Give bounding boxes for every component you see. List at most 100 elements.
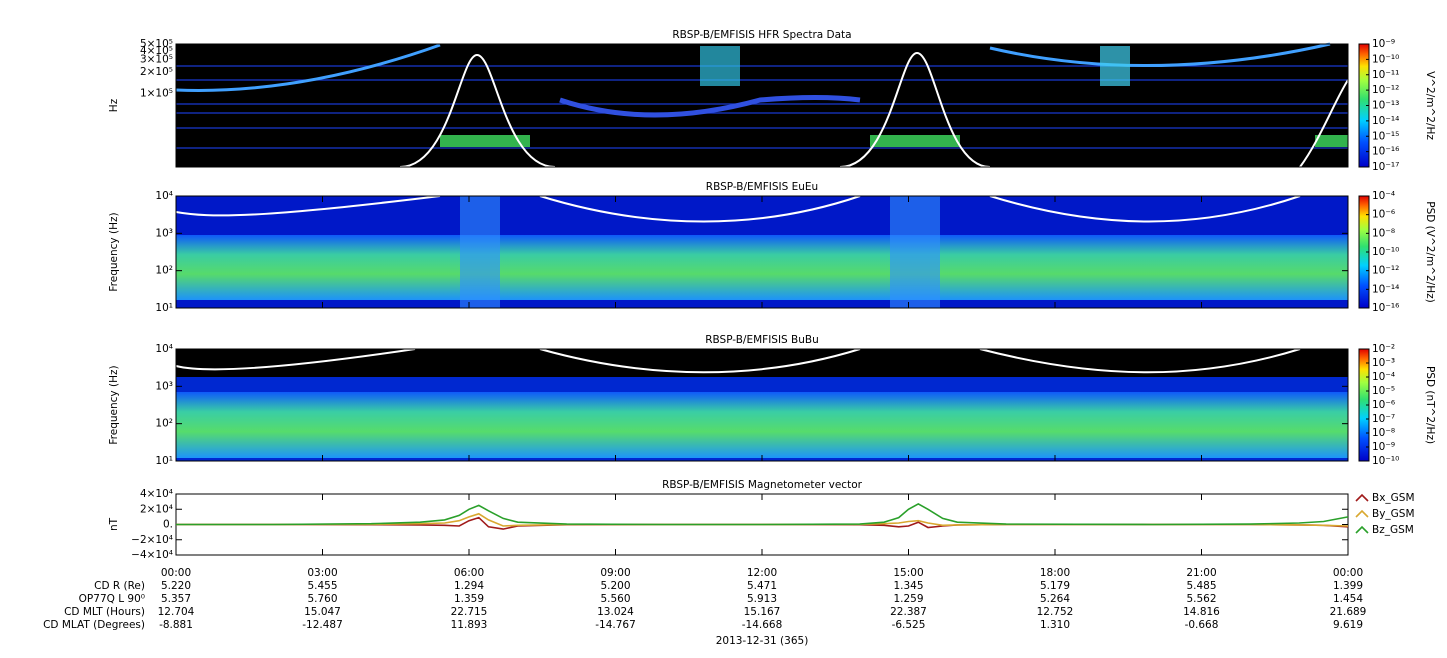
ephemeris-value: 1.345	[893, 580, 923, 592]
y-tick-label: 2×10⁴	[140, 503, 173, 515]
ephemeris-value: 12.752	[1037, 606, 1074, 618]
ephemeris-value: 1.454	[1333, 593, 1363, 605]
ephemeris-value: 13.024	[597, 606, 634, 618]
ephemeris-value: 11.893	[451, 619, 488, 631]
legend-label: Bx_GSM	[1372, 492, 1415, 504]
y-tick-label: −4×10⁴	[131, 549, 173, 561]
date-label: 2013-12-31 (365)	[716, 635, 809, 647]
y-tick-label: 10⁴	[155, 190, 173, 202]
panel-title: RBSP-B/EMFISIS EuEu	[706, 181, 818, 193]
y-tick-label: 4×10⁴	[140, 488, 173, 500]
y-tick-label: 1×10⁵	[140, 87, 173, 99]
ephemeris-value: 12.704	[158, 606, 195, 618]
colorbar	[1359, 44, 1369, 167]
ephemeris-value: -14.767	[595, 619, 636, 631]
colorbar-tick-label: 10⁻⁶	[1372, 209, 1395, 221]
colorbar-label: V^2/m^2/Hz	[1424, 71, 1436, 140]
y-tick-label: 2×10⁵	[140, 66, 173, 78]
ephemeris-value: 5.264	[1040, 593, 1070, 605]
y-tick-label: 10²	[155, 265, 173, 277]
y-tick-label: 10¹	[155, 455, 173, 467]
colorbar-tick-label: 10⁻³	[1372, 357, 1395, 369]
ephemeris-value: 22.715	[451, 606, 488, 618]
ephemeris-value: -6.525	[892, 619, 926, 631]
colorbar-label: PSD (V^2/m^2/Hz)	[1424, 201, 1436, 302]
colorbar-tick-label: 10⁻¹⁰	[1372, 53, 1399, 65]
y-tick-label: 5×10⁵	[140, 38, 173, 50]
colorbar-tick-label: 10⁻²	[1372, 343, 1395, 355]
ephemeris-value: 1.310	[1040, 619, 1070, 631]
legend-label: By_GSM	[1372, 508, 1415, 520]
legend-label: Bz_GSM	[1372, 524, 1414, 536]
colorbar-label: PSD (nT^2/Hz)	[1424, 366, 1436, 444]
ephemeris-value: 5.913	[747, 593, 777, 605]
colorbar-tick-label: 10⁻¹³	[1372, 100, 1399, 112]
ephemeris-value: 5.562	[1186, 593, 1216, 605]
y-tick-label: 10⁴	[155, 343, 173, 355]
ephemeris-value: 5.560	[600, 593, 630, 605]
ephemeris-row-label: CD MLT (Hours)	[64, 606, 145, 618]
y-axis-label: Hz	[108, 98, 120, 112]
colorbar-tick-label: 10⁻⁸	[1372, 227, 1395, 239]
panel-title: RBSP-B/EMFISIS Magnetometer vector	[662, 479, 863, 491]
colorbar	[1359, 349, 1369, 461]
legend-swatch	[1355, 509, 1369, 518]
x-tick-label: 00:00	[161, 567, 191, 579]
x-tick-label: 03:00	[307, 567, 337, 579]
legend-swatch	[1355, 525, 1369, 534]
colorbar-tick-label: 10⁻¹⁷	[1372, 161, 1399, 173]
ephemeris-value: 15.047	[304, 606, 341, 618]
ephemeris-value: 1.294	[454, 580, 484, 592]
ephemeris-value: 21.689	[1330, 606, 1367, 618]
ephemeris-value: 1.399	[1333, 580, 1363, 592]
ephemeris-value: 9.619	[1333, 619, 1363, 631]
ephemeris-value: -12.487	[302, 619, 343, 631]
ephemeris-value: -0.668	[1185, 619, 1219, 631]
ephemeris-value: 15.167	[744, 606, 781, 618]
data-line	[176, 502, 1349, 526]
panel-title: RBSP-B/EMFISIS BuBu	[705, 334, 819, 346]
y-tick-label: 4×10⁵	[140, 45, 173, 57]
y-tick-label: −2×10⁴	[131, 534, 173, 546]
colorbar-tick-label: 10⁻⁸	[1372, 427, 1395, 439]
colorbar-tick-label: 10⁻¹⁰	[1372, 246, 1399, 258]
ephemeris-value: 5.200	[600, 580, 630, 592]
colorbar-tick-label: 10⁻⁷	[1372, 413, 1395, 425]
ephemeris-value: 5.471	[747, 580, 777, 592]
ephemeris-value: 14.816	[1183, 606, 1220, 618]
ephemeris-value: -14.668	[742, 619, 783, 631]
ephemeris-value: 5.485	[1186, 580, 1216, 592]
x-tick-label: 21:00	[1186, 567, 1216, 579]
x-tick-label: 18:00	[1040, 567, 1070, 579]
colorbar-tick-label: 10⁻⁹	[1372, 441, 1395, 453]
colorbar-tick-label: 10⁻¹⁵	[1372, 130, 1399, 142]
y-axis-label: Frequency (Hz)	[108, 365, 120, 444]
x-tick-label: 09:00	[600, 567, 630, 579]
ephemeris-value: 22.387	[890, 606, 927, 618]
colorbar-tick-label: 10⁻¹⁶	[1372, 146, 1399, 158]
x-tick-label: 00:00	[1333, 567, 1363, 579]
colorbar-tick-label: 10⁻⁶	[1372, 399, 1395, 411]
ephemeris-value: 5.357	[161, 593, 191, 605]
panel-title: RBSP-B/EMFISIS HFR Spectra Data	[672, 29, 851, 41]
colorbar-tick-label: 10⁻¹²	[1372, 265, 1399, 277]
legend-swatch	[1355, 493, 1369, 502]
colorbar-tick-label: 10⁻⁴	[1372, 190, 1395, 202]
y-tick-label: 10³	[155, 227, 173, 239]
colorbar-tick-label: 10⁻¹⁴	[1372, 283, 1399, 295]
ephemeris-row-label: CD R (Re)	[94, 580, 145, 592]
ephemeris-value: 1.359	[454, 593, 484, 605]
colorbar-tick-label: 10⁻⁹	[1372, 38, 1395, 50]
ephemeris-row-label: CD MLAT (Degrees)	[43, 619, 145, 631]
colorbar-tick-label: 10⁻⁴	[1372, 371, 1395, 383]
y-axis-label: nT	[108, 517, 120, 531]
colorbar-tick-label: 10⁻¹⁰	[1372, 455, 1399, 467]
y-axis-label: Frequency (Hz)	[108, 212, 120, 291]
ephemeris-value: 5.455	[307, 580, 337, 592]
y-tick-label: 3×10⁵	[140, 54, 173, 66]
y-tick-label: 10²	[155, 418, 173, 430]
y-tick-label: 10¹	[155, 302, 173, 314]
x-tick-label: 15:00	[893, 567, 923, 579]
ephemeris-value: 1.259	[893, 593, 923, 605]
